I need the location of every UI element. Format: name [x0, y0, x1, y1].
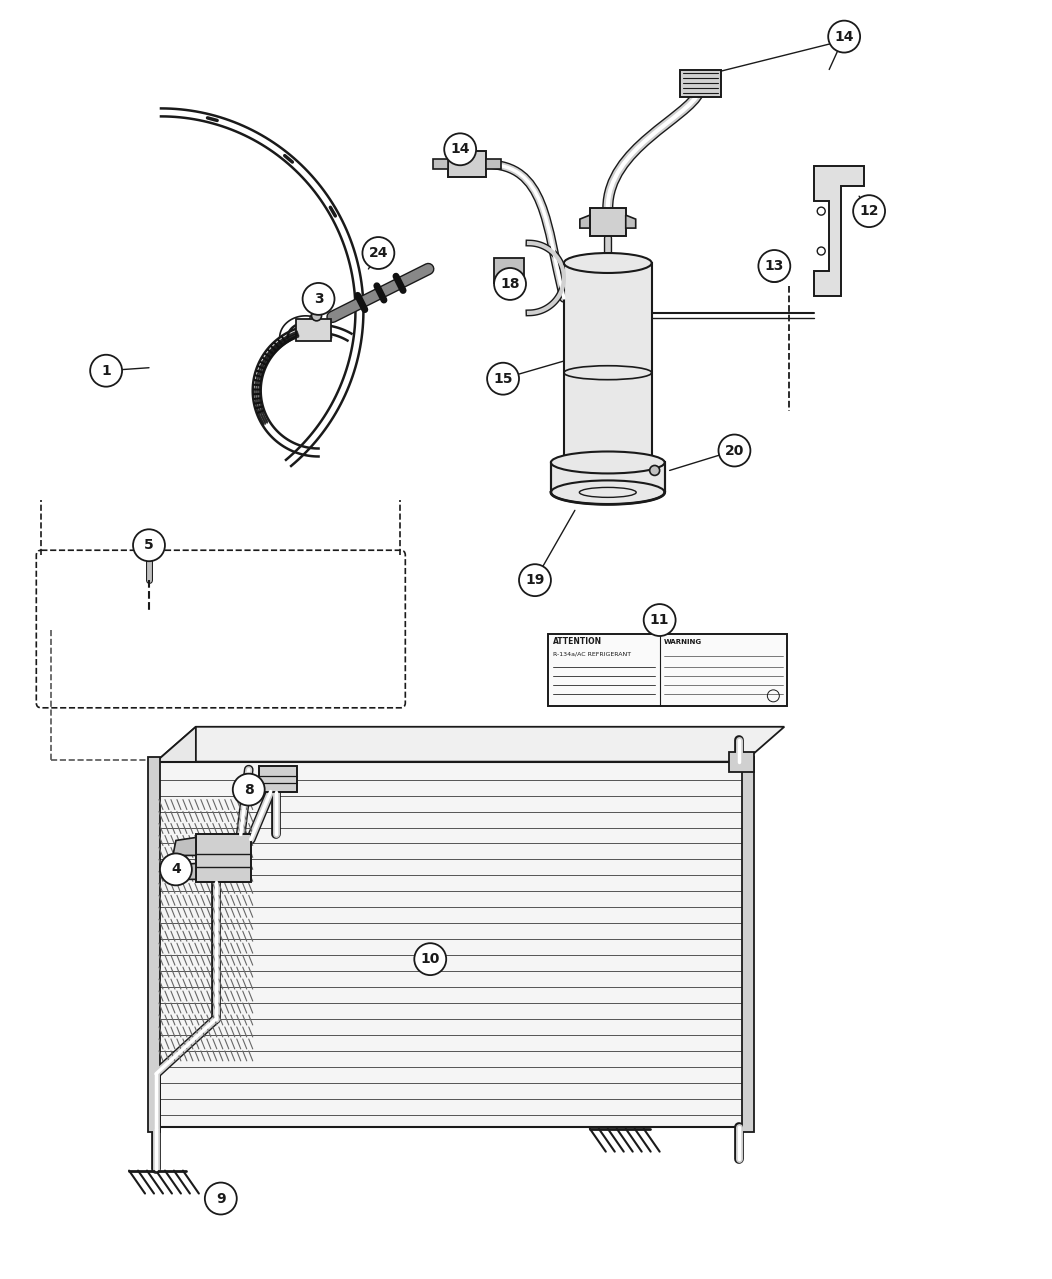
- Circle shape: [363, 237, 394, 269]
- Text: 5: 5: [144, 538, 154, 553]
- Circle shape: [494, 269, 526, 299]
- Polygon shape: [814, 166, 864, 295]
- Text: WARNING: WARNING: [664, 640, 702, 645]
- Circle shape: [817, 247, 825, 255]
- Text: 1: 1: [101, 363, 112, 377]
- Text: 19: 19: [525, 573, 545, 587]
- Polygon shape: [173, 838, 196, 856]
- Circle shape: [758, 249, 790, 281]
- Text: 24: 24: [368, 246, 388, 260]
- Bar: [259, 766, 297, 792]
- Bar: [729, 752, 754, 771]
- Ellipse shape: [551, 481, 665, 504]
- Polygon shape: [580, 215, 590, 228]
- Bar: [590, 208, 626, 237]
- Text: 11: 11: [650, 613, 669, 627]
- Bar: [551, 463, 665, 492]
- Text: 4: 4: [171, 862, 181, 876]
- Circle shape: [145, 544, 153, 551]
- Circle shape: [644, 604, 675, 636]
- Ellipse shape: [564, 253, 651, 272]
- Text: 15: 15: [493, 372, 512, 386]
- Polygon shape: [173, 863, 196, 880]
- Bar: [448, 151, 486, 178]
- Circle shape: [487, 363, 519, 395]
- Circle shape: [444, 133, 477, 165]
- Polygon shape: [433, 160, 448, 169]
- Text: 14: 14: [834, 29, 854, 43]
- Text: 3: 3: [313, 292, 323, 306]
- Circle shape: [762, 256, 787, 281]
- Text: 14: 14: [450, 142, 470, 156]
- Polygon shape: [626, 215, 635, 228]
- Circle shape: [90, 354, 122, 386]
- Bar: [548, 634, 787, 706]
- Circle shape: [205, 1183, 237, 1215]
- Text: 13: 13: [765, 258, 784, 272]
- Bar: [141, 537, 157, 558]
- Bar: [743, 757, 754, 1132]
- Circle shape: [817, 207, 825, 215]
- Bar: [494, 258, 524, 283]
- Text: 18: 18: [501, 278, 520, 290]
- Text: 8: 8: [244, 783, 254, 797]
- Circle shape: [853, 196, 885, 228]
- Circle shape: [719, 435, 750, 467]
- Circle shape: [311, 311, 322, 321]
- Bar: [196, 834, 250, 883]
- Circle shape: [414, 943, 446, 975]
- Bar: [680, 69, 722, 97]
- Polygon shape: [156, 762, 745, 1127]
- Circle shape: [828, 20, 861, 52]
- Polygon shape: [156, 726, 785, 762]
- Bar: [296, 318, 330, 340]
- Bar: [148, 757, 160, 1132]
- Text: 9: 9: [216, 1192, 225, 1206]
- Text: 12: 12: [859, 205, 878, 219]
- Text: R-134a/AC REFRIGERANT: R-134a/AC REFRIGERANT: [553, 652, 631, 657]
- Circle shape: [232, 774, 265, 806]
- Circle shape: [650, 466, 660, 476]
- Circle shape: [160, 853, 191, 885]
- Text: ATTENTION: ATTENTION: [553, 637, 602, 646]
- Ellipse shape: [551, 451, 665, 473]
- Circle shape: [519, 564, 551, 596]
- Circle shape: [303, 283, 335, 315]
- Text: 10: 10: [421, 952, 440, 966]
- Bar: [564, 263, 651, 463]
- Text: 20: 20: [725, 444, 744, 458]
- Polygon shape: [486, 160, 501, 169]
- Circle shape: [133, 530, 165, 561]
- Polygon shape: [156, 726, 196, 1127]
